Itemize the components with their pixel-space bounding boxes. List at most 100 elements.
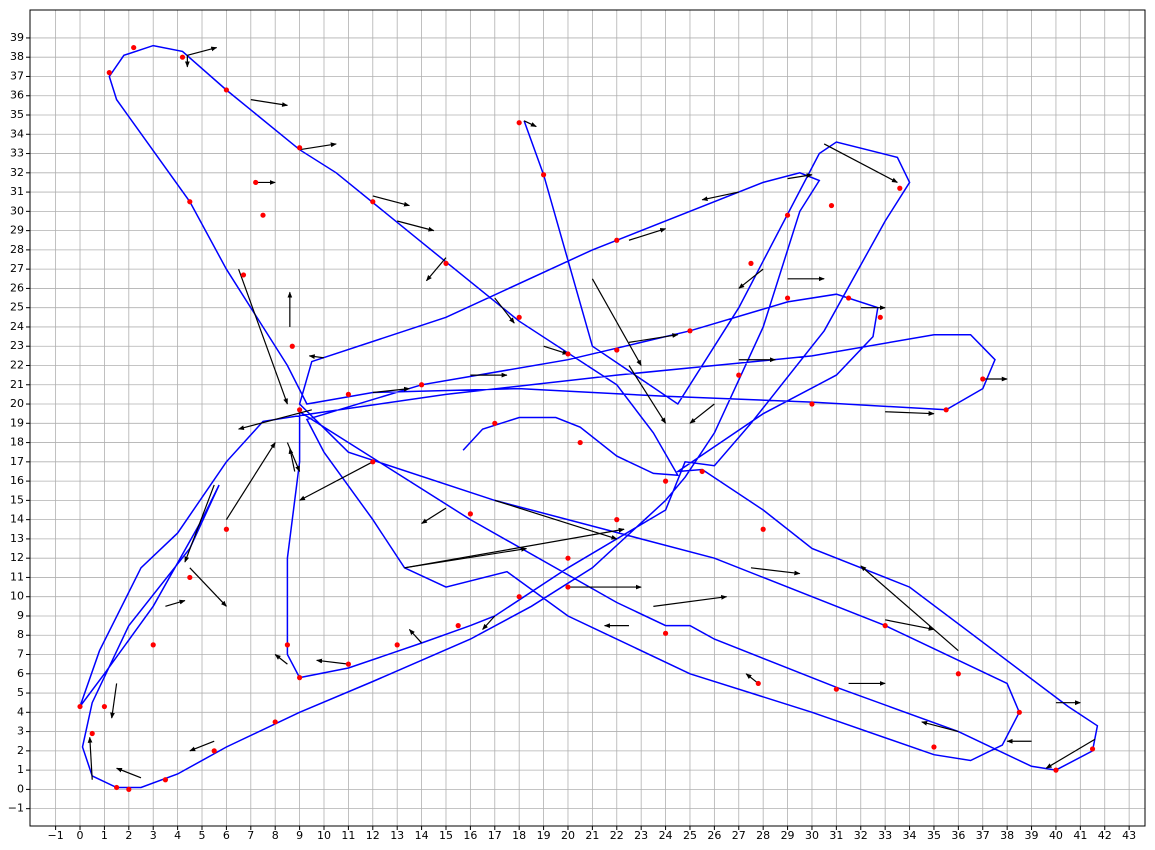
x-tick-label: 17 [488, 829, 502, 842]
point [162, 777, 169, 783]
x-tick-label: 25 [683, 829, 697, 842]
point [370, 199, 376, 205]
arrow [1045, 738, 1096, 769]
y-tick-label: 19 [10, 416, 24, 429]
grid: −1 0 1 2 3 4 5 6 7 8 9 10 11 12 13 14 15 16 17 18 19 20 21 22 23… [8, 10, 1145, 842]
y-tick-label: 8 [17, 628, 24, 641]
x-tick-label: 8 [272, 829, 279, 842]
marks [77, 44, 1099, 792]
arrow [823, 143, 898, 183]
trajectory [79, 44, 1099, 789]
arrow [87, 736, 93, 780]
arrow [299, 142, 337, 151]
arrow [308, 354, 325, 359]
arrow [787, 173, 813, 180]
y-tick-label: 3 [17, 725, 24, 738]
arrow [653, 595, 728, 607]
y-tick-label: 17 [10, 455, 24, 468]
x-tick-label: 5 [199, 829, 206, 842]
y-tick-label: 36 [10, 89, 24, 102]
x-tick-label: 32 [854, 829, 868, 842]
x-tick-label: 13 [390, 829, 404, 842]
point [260, 212, 266, 218]
point [345, 661, 351, 667]
y-tick-label: 9 [17, 609, 24, 622]
y-tick-label: 34 [10, 127, 24, 140]
arrow [543, 345, 569, 355]
point [345, 391, 351, 397]
y-tick-label: 29 [10, 224, 24, 237]
y-tick-label: 10 [10, 590, 24, 603]
point [114, 784, 120, 791]
y-tick-label: 0 [17, 782, 24, 795]
x-tick-label: 23 [634, 829, 648, 842]
y-tick-label: 37 [10, 69, 24, 82]
arrow [701, 191, 739, 202]
x-tick-label: 42 [1098, 829, 1112, 842]
arrow [421, 507, 447, 524]
arrow [738, 268, 764, 289]
point [516, 120, 522, 126]
arrow [299, 461, 374, 501]
y-tick-label: 22 [10, 358, 24, 371]
x-tick-label: 43 [1122, 829, 1136, 842]
arrow [494, 297, 515, 324]
y-tick-label: 30 [10, 204, 24, 217]
x-tick-label: 19 [537, 829, 551, 842]
x-tick-label: 31 [829, 829, 843, 842]
arrow [116, 767, 142, 779]
point [467, 511, 473, 517]
point [614, 237, 620, 243]
point [931, 744, 937, 750]
arrow [591, 278, 642, 367]
y-tick-label: 4 [17, 705, 24, 718]
y-tick-label: 24 [10, 320, 24, 333]
x-tick-label: 33 [878, 829, 892, 842]
point [877, 314, 883, 320]
x-tick-label: 34 [903, 829, 917, 842]
point [289, 343, 295, 349]
point [418, 382, 425, 388]
point [126, 786, 132, 792]
point [833, 686, 839, 692]
point [736, 372, 742, 378]
point [662, 630, 669, 636]
y-tick-label: 7 [17, 648, 24, 661]
arrow [885, 619, 935, 631]
point [370, 459, 376, 465]
y-tick-label: 32 [10, 166, 24, 179]
arrow [494, 499, 618, 540]
arrow [921, 721, 959, 733]
x-tick-label: 15 [439, 829, 453, 842]
x-tick-label: 27 [732, 829, 746, 842]
point [443, 260, 449, 266]
x-tick-label: 30 [805, 829, 819, 842]
point [828, 202, 835, 209]
x-tick-label: 20 [561, 829, 575, 842]
arrow [189, 740, 215, 752]
point [687, 328, 693, 334]
x-tick-label: 2 [125, 829, 132, 842]
point [240, 272, 247, 278]
point [845, 295, 852, 301]
y-tick-label: 18 [10, 436, 24, 449]
x-tick-label: 14 [415, 829, 429, 842]
point [760, 526, 766, 532]
y-tick-label: 12 [10, 551, 24, 564]
point [297, 407, 303, 413]
arrow [225, 442, 276, 520]
point [748, 260, 754, 266]
arrow [372, 195, 410, 207]
x-tick-label: 28 [756, 829, 770, 842]
x-tick-label: 7 [247, 829, 254, 842]
y-tick-label: 14 [10, 513, 24, 526]
x-tick-label: 1 [101, 829, 108, 842]
y-tick-label: 28 [10, 243, 24, 256]
point [955, 671, 961, 677]
x-tick-label: 22 [610, 829, 624, 842]
point [211, 748, 217, 754]
x-tick-label: 3 [150, 829, 157, 842]
x-tick-label: 10 [317, 829, 331, 842]
point [187, 199, 193, 205]
